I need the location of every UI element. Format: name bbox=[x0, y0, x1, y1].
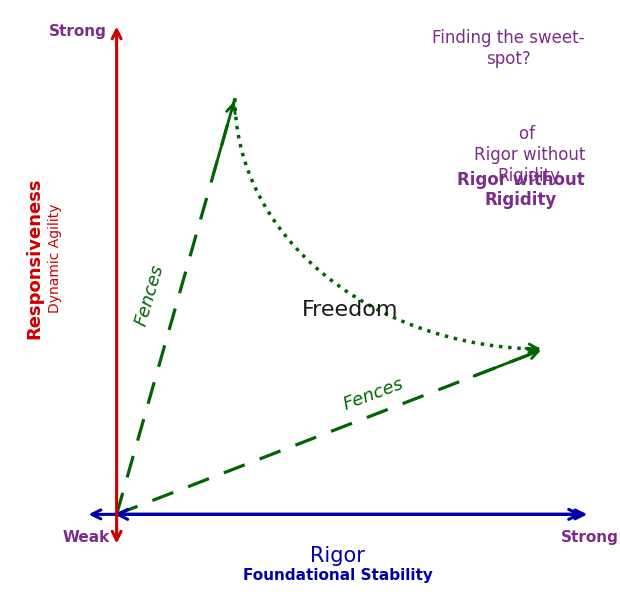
Text: Fences: Fences bbox=[340, 375, 405, 413]
Text: of 
Rigor without
Rigidity: of Rigor without Rigidity bbox=[474, 125, 585, 185]
Text: Rigor: Rigor bbox=[311, 546, 365, 566]
Text: Responsiveness: Responsiveness bbox=[25, 178, 43, 339]
Text: Strong: Strong bbox=[561, 530, 619, 546]
Text: Finding the sweet-
spot?: Finding the sweet- spot? bbox=[432, 29, 585, 68]
Text: Freedom: Freedom bbox=[302, 300, 398, 320]
Text: Foundational Stability: Foundational Stability bbox=[243, 568, 433, 583]
Text: Fences: Fences bbox=[133, 263, 167, 329]
Text: Strong: Strong bbox=[48, 24, 107, 39]
Text: Weak: Weak bbox=[62, 530, 109, 546]
Text: Rigor without
Rigidity: Rigor without Rigidity bbox=[457, 170, 585, 210]
Text: Dynamic Agility: Dynamic Agility bbox=[48, 204, 62, 313]
